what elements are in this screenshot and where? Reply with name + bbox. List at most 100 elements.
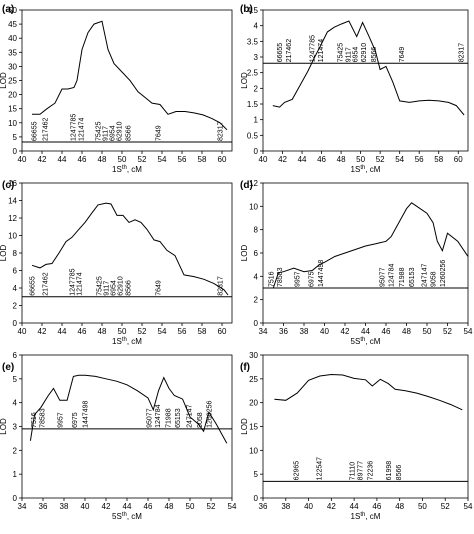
y-tick-label: 4 — [254, 22, 259, 31]
x-tick-label: 48 — [98, 327, 107, 336]
x-tick-label: 60 — [454, 155, 463, 164]
panel-letter: (c) — [2, 180, 14, 191]
marker-label: 65153 — [409, 267, 416, 287]
x-tick-label: 48 — [395, 502, 404, 511]
y-tick-label: 0 — [254, 319, 259, 328]
y-tick-label: 2 — [254, 296, 259, 305]
marker-label: 7649 — [156, 280, 163, 296]
x-tick-label: 44 — [361, 327, 370, 336]
panel-letter: (e) — [2, 362, 14, 373]
x-tick-label: 56 — [178, 327, 187, 336]
panel-letter: (a) — [2, 4, 14, 15]
x-axis-label-unit: , cM — [127, 165, 142, 174]
y-tick-label: 2 — [13, 302, 18, 311]
marker-label: 89777 — [357, 461, 364, 481]
x-tick-label: 44 — [58, 155, 67, 164]
y-tick-label: 50 — [8, 6, 17, 15]
x-tick-label: 48 — [402, 327, 411, 336]
y-tick-label: 30 — [8, 62, 17, 71]
x-tick-label: 50 — [186, 502, 195, 511]
marker-label: 61998 — [386, 461, 393, 481]
marker-label: 6954 — [352, 47, 359, 63]
marker-label: 7649 — [399, 47, 406, 63]
marker-label: 124784 — [389, 264, 396, 287]
marker-label: 122547 — [316, 457, 323, 480]
marker-label: 7516 — [269, 271, 276, 287]
marker-label: 8566 — [396, 465, 403, 481]
marker-label: 75425 — [96, 121, 103, 141]
x-tick-label: 48 — [337, 155, 346, 164]
x-tick-label: 54 — [228, 502, 237, 511]
marker-label: 66655 — [30, 276, 37, 296]
x-tick-label: 48 — [98, 155, 107, 164]
x-tick-label: 40 — [259, 155, 268, 164]
y-axis-label: LOD — [240, 418, 249, 435]
marker-label: 7516 — [31, 412, 38, 428]
marker-label: 82317 — [459, 43, 466, 63]
marker-label: 75425 — [338, 43, 345, 63]
y-tick-label: 25 — [8, 77, 17, 86]
x-tick-label: 40 — [320, 327, 329, 336]
marker-label: 65153 — [175, 408, 182, 428]
y-tick-label: 3.5 — [247, 37, 259, 46]
marker-label: 62965 — [294, 461, 301, 481]
y-tick-label: 16 — [8, 179, 17, 188]
x-tick-label: 56 — [178, 155, 187, 164]
y-tick-label: 10 — [8, 232, 17, 241]
x-axis-label-main: 1S — [112, 165, 122, 174]
x-axis-label-main: 5S — [351, 337, 361, 346]
x-tick-label: 56 — [415, 155, 424, 164]
marker-label: 8566 — [126, 125, 133, 141]
y-tick-label: 15 — [8, 105, 17, 114]
lod-curve — [272, 202, 469, 289]
plot-frame — [262, 9, 469, 152]
y-tick-label: 0 — [254, 494, 259, 503]
marker-label: 8566 — [126, 280, 133, 296]
x-tick-label: 40 — [18, 327, 27, 336]
y-axis-label: LOD — [240, 245, 249, 262]
marker-label: 247147 — [186, 404, 193, 427]
lod-curve — [272, 20, 465, 116]
x-tick-label: 44 — [350, 502, 359, 511]
y-tick-label: 8 — [254, 226, 259, 235]
x-tick-label: 54 — [158, 155, 167, 164]
marker-label: 217462 — [43, 118, 50, 141]
x-tick-label: 50 — [356, 155, 365, 164]
y-tick-label: 6 — [13, 351, 18, 360]
x-axis-label-unit: , cM — [365, 165, 380, 174]
y-tick-label: 3 — [13, 423, 18, 432]
marker-label: 6975 — [72, 412, 79, 428]
x-tick-label: 50 — [118, 155, 127, 164]
x-axis-label-sup: th — [122, 165, 127, 171]
y-tick-label: 4 — [13, 399, 18, 408]
y-tick-label: 10 — [249, 202, 258, 211]
lod-curve — [274, 373, 463, 411]
lod-curve — [31, 202, 229, 296]
x-axis-label-sup: th — [360, 165, 365, 171]
x-tick-label: 44 — [58, 327, 67, 336]
marker-label: 78583 — [39, 408, 46, 428]
marker-label: 1447498 — [83, 401, 90, 428]
marker-label: 217462 — [43, 272, 50, 295]
y-tick-label: 10 — [249, 446, 258, 455]
x-tick-label: 42 — [102, 502, 111, 511]
marker-label: 9058 — [197, 412, 204, 428]
x-tick-label: 52 — [207, 502, 216, 511]
y-tick-label: 0 — [13, 319, 18, 328]
marker-label: 1247785 — [309, 35, 316, 62]
chart-panel-6: (f) 0 5 10 15 20 25 30 36 38 40 42 44 46 48 50 52 54 LOD 1S… — [240, 351, 473, 521]
marker-label: 78583 — [277, 267, 284, 287]
x-tick-label: 50 — [423, 327, 432, 336]
marker-label: 121474 — [77, 272, 84, 295]
y-tick-label: 35 — [8, 48, 17, 57]
y-tick-label: 40 — [8, 34, 17, 43]
x-tick-label: 46 — [144, 502, 153, 511]
marker-label: 124784 — [155, 404, 162, 427]
x-tick-label: 42 — [341, 327, 350, 336]
marker-label: 9058 — [431, 271, 438, 287]
marker-label: 247147 — [421, 264, 428, 287]
x-axis-label-sup: th — [122, 512, 127, 518]
x-axis-label-sup: th — [122, 337, 127, 343]
x-tick-label: 46 — [78, 327, 87, 336]
